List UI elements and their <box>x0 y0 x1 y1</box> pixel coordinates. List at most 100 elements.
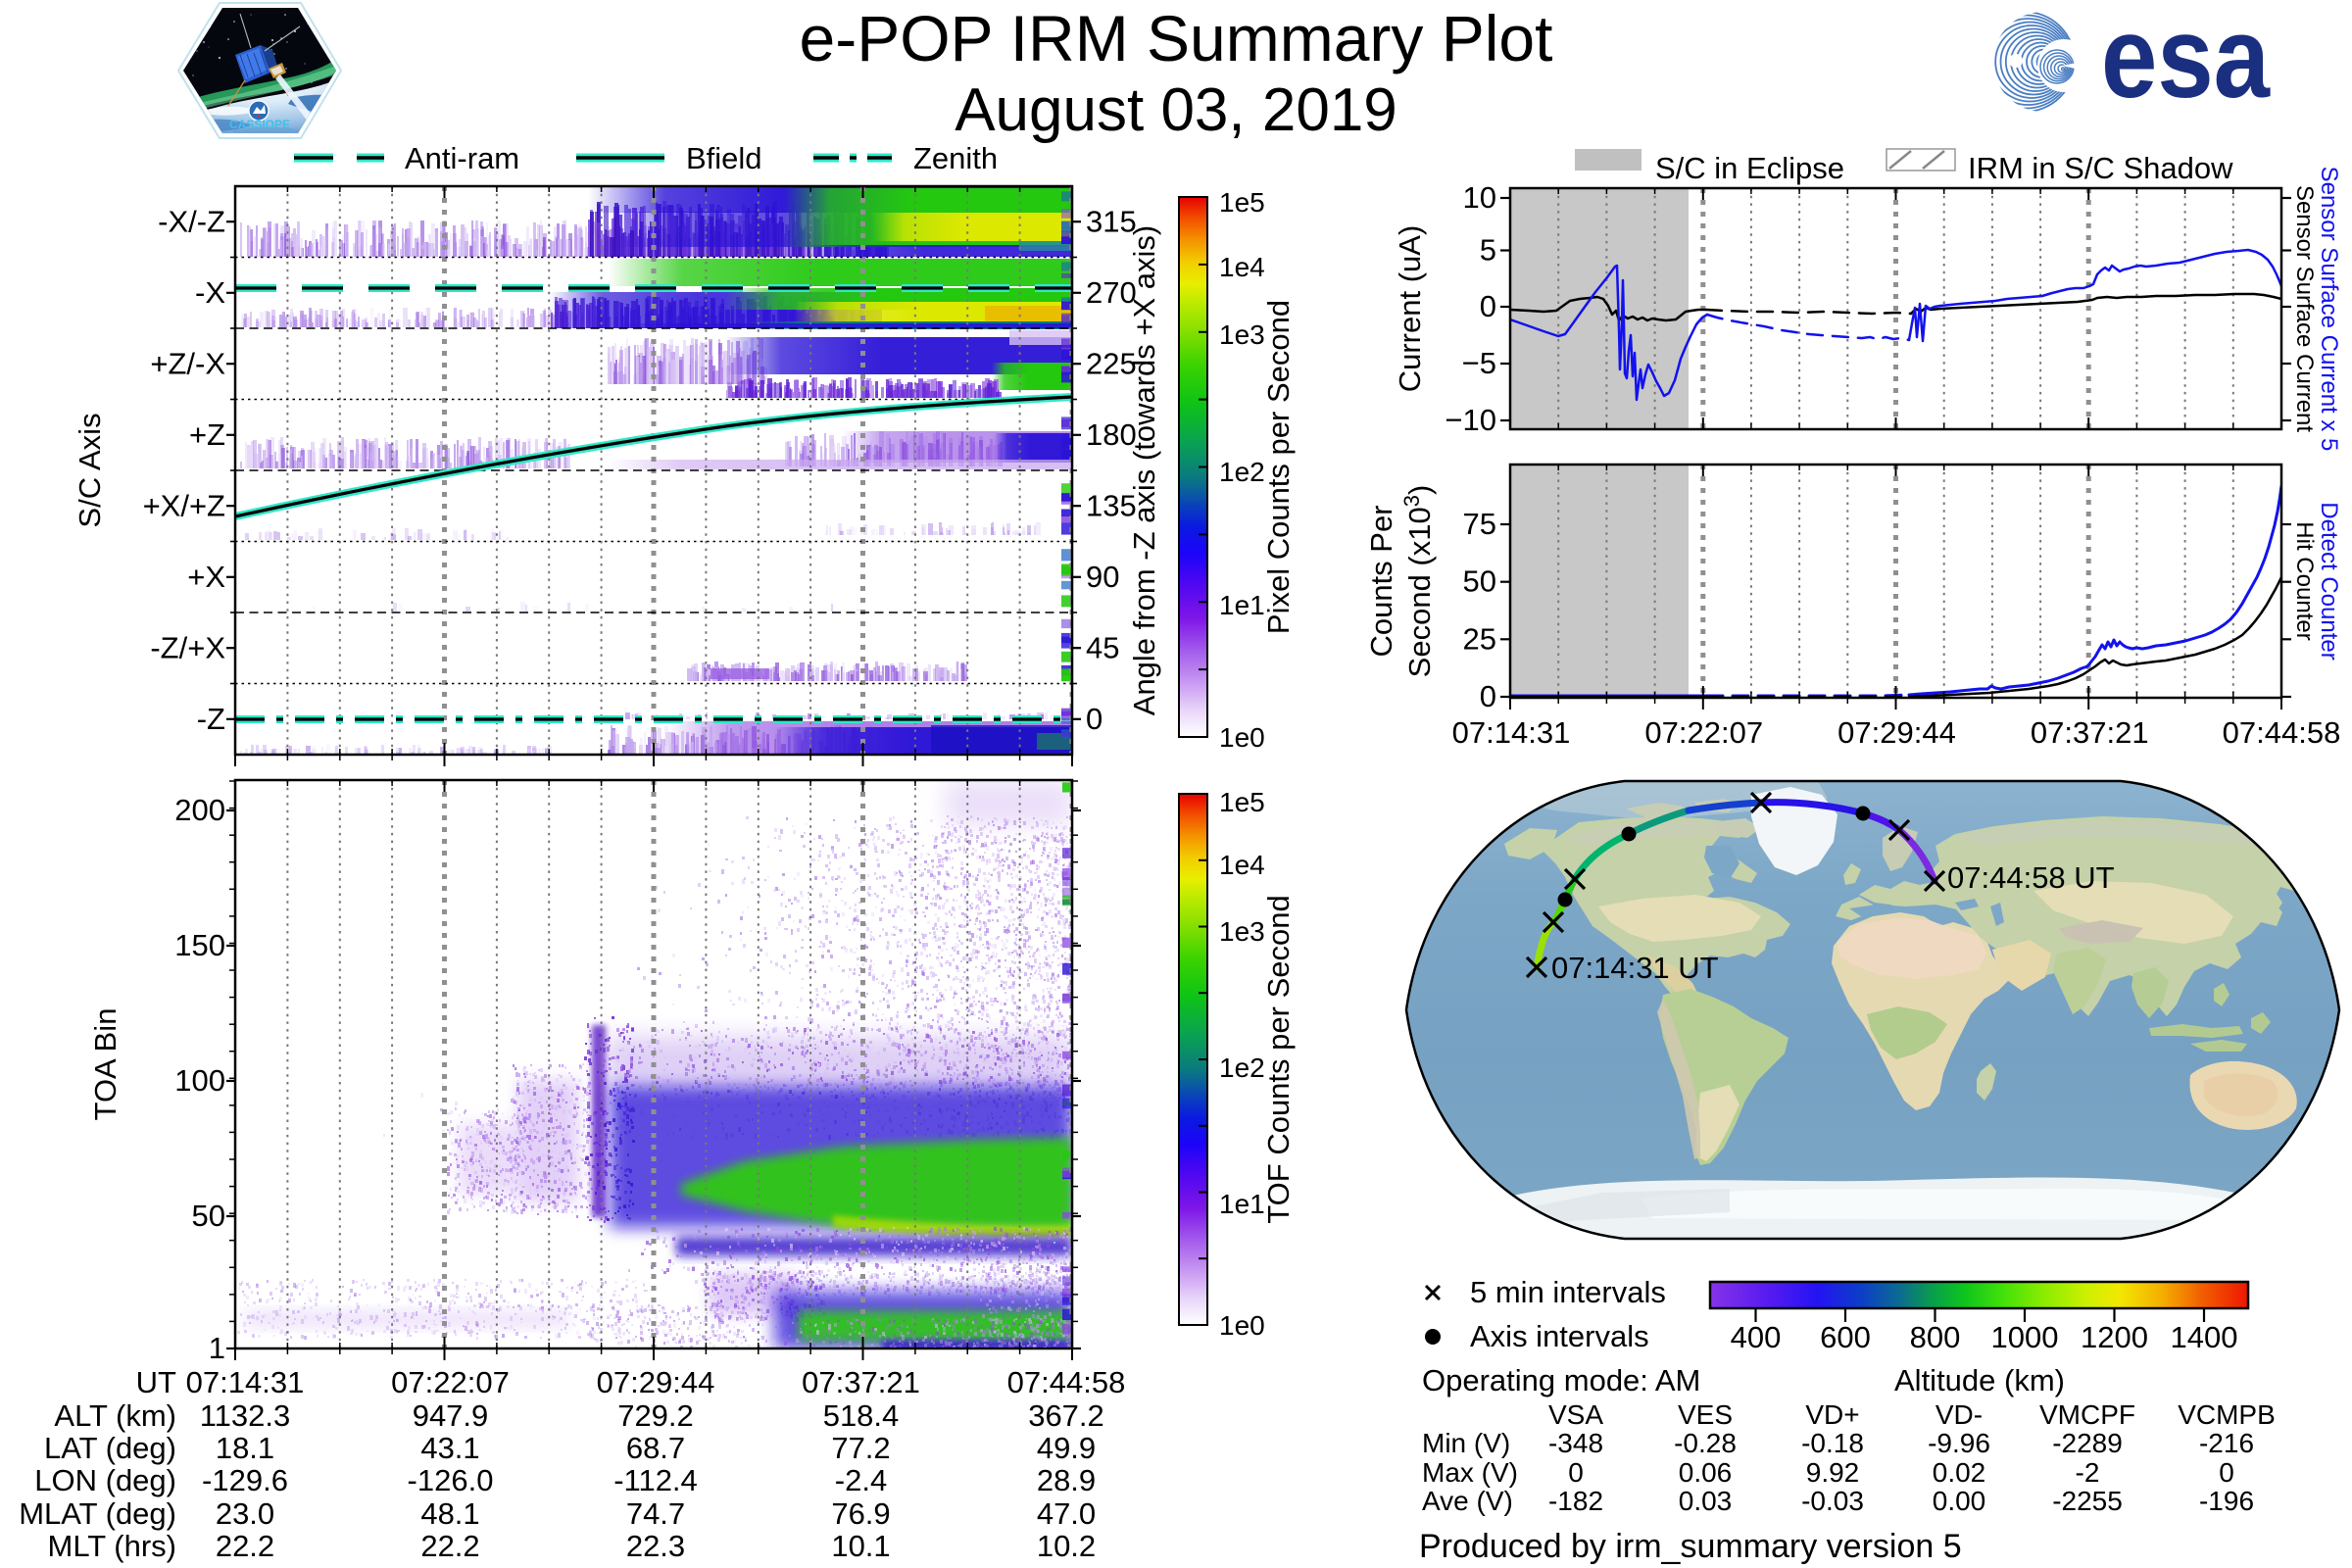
svg-text:1e1: 1e1 <box>1219 1189 1265 1219</box>
svg-text:1e0: 1e0 <box>1219 1310 1265 1341</box>
svg-text:135: 135 <box>1086 488 1137 522</box>
svg-text:315: 315 <box>1086 204 1137 238</box>
svg-text:0.06: 0.06 <box>1679 1457 1733 1488</box>
svg-text:22.2: 22.2 <box>216 1529 274 1563</box>
svg-text:77.2: 77.2 <box>831 1431 890 1465</box>
svg-text:5 min intervals: 5 min intervals <box>1470 1275 1666 1309</box>
svg-text:-0.03: -0.03 <box>1801 1486 1864 1516</box>
svg-text:50: 50 <box>1463 564 1496 599</box>
svg-text:esa: esa <box>2101 0 2271 122</box>
svg-text:07:29:44: 07:29:44 <box>1838 715 1956 750</box>
svg-text:1e1: 1e1 <box>1219 590 1265 620</box>
svg-text:Detect Counter: Detect Counter <box>2316 502 2342 660</box>
svg-text:1200: 1200 <box>2081 1320 2148 1354</box>
svg-text:VCMPB: VCMPB <box>2178 1399 2276 1430</box>
svg-text:−5: −5 <box>1462 346 1496 380</box>
svg-text:400: 400 <box>1731 1320 1782 1354</box>
svg-text:74.7: 74.7 <box>626 1496 685 1531</box>
svg-text:07:44:58: 07:44:58 <box>2223 715 2341 750</box>
svg-text:-2255: -2255 <box>2052 1486 2123 1516</box>
svg-text:07:29:44: 07:29:44 <box>597 1365 715 1399</box>
svg-text:07:14:31: 07:14:31 <box>186 1365 305 1399</box>
svg-text:-182: -182 <box>1548 1486 1603 1516</box>
svg-text:0: 0 <box>1480 289 1496 323</box>
svg-text:TOF Counts per Second: TOF Counts per Second <box>1261 895 1296 1223</box>
svg-text:0: 0 <box>1568 1457 1584 1488</box>
svg-text:07:37:21: 07:37:21 <box>2031 715 2149 750</box>
svg-text:150: 150 <box>174 928 225 962</box>
svg-text:5: 5 <box>1480 233 1496 268</box>
svg-text:VSA: VSA <box>1548 1399 1603 1430</box>
svg-text:0: 0 <box>1086 702 1102 736</box>
svg-text:e-POP IRM Summary Plot: e-POP IRM Summary Plot <box>800 2 1553 74</box>
svg-text:-0.28: -0.28 <box>1674 1428 1737 1458</box>
svg-text:1e5: 1e5 <box>1219 187 1265 218</box>
svg-text:-9.96: -9.96 <box>1928 1428 1990 1458</box>
svg-text:1e4: 1e4 <box>1219 252 1265 282</box>
svg-text:367.2: 367.2 <box>1028 1398 1104 1433</box>
svg-text:Hit Counter: Hit Counter <box>2291 521 2318 640</box>
svg-text:10.1: 10.1 <box>831 1529 890 1563</box>
svg-text:Bfield: Bfield <box>686 141 762 175</box>
svg-text:UT: UT <box>136 1365 176 1399</box>
svg-text:Sensor Surface Current x 5: Sensor Surface Current x 5 <box>2316 167 2342 452</box>
svg-text:28.9: 28.9 <box>1037 1463 1096 1497</box>
svg-text:600: 600 <box>1820 1320 1871 1354</box>
svg-text:0.03: 0.03 <box>1679 1486 1733 1516</box>
svg-text:-126.0: -126.0 <box>408 1463 494 1497</box>
svg-text:LON (deg): LON (deg) <box>34 1463 176 1497</box>
svg-text:48.1: 48.1 <box>420 1496 479 1531</box>
svg-text:1: 1 <box>209 1331 225 1365</box>
svg-text:VD-: VD- <box>1936 1399 1983 1430</box>
svg-text:07:14:31 UT: 07:14:31 UT <box>1551 951 1719 985</box>
svg-text:-216: -216 <box>2199 1428 2254 1458</box>
svg-text:-2289: -2289 <box>2052 1428 2123 1458</box>
svg-text:200: 200 <box>174 793 225 827</box>
svg-text:S/C Axis: S/C Axis <box>73 413 107 527</box>
svg-text:47.0: 47.0 <box>1037 1496 1096 1531</box>
svg-text:+Z: +Z <box>189 417 225 452</box>
svg-text:25: 25 <box>1463 621 1496 656</box>
svg-text:IRM in S/C Shadow: IRM in S/C Shadow <box>1968 151 2233 185</box>
svg-text:−10: −10 <box>1445 403 1496 437</box>
svg-text:1e3: 1e3 <box>1219 916 1265 947</box>
svg-text:Altitude (km): Altitude (km) <box>1894 1363 2065 1397</box>
svg-text:Min (V): Min (V) <box>1422 1428 1510 1458</box>
svg-text:1132.3: 1132.3 <box>200 1398 291 1433</box>
svg-text:MLAT (deg): MLAT (deg) <box>19 1496 176 1531</box>
svg-text:Pixel Counts per Second: Pixel Counts per Second <box>1261 300 1296 634</box>
svg-text:August 03, 2019: August 03, 2019 <box>955 76 1397 144</box>
svg-text:Second (x103): Second (x103) <box>1399 485 1437 678</box>
svg-text:07:14:31: 07:14:31 <box>1452 715 1571 750</box>
svg-text:1000: 1000 <box>1991 1320 2059 1354</box>
svg-text:49.9: 49.9 <box>1037 1431 1096 1465</box>
svg-text:TOA Bin: TOA Bin <box>88 1008 122 1121</box>
svg-text:43.1: 43.1 <box>420 1431 479 1465</box>
svg-text:07:22:07: 07:22:07 <box>1644 715 1763 750</box>
svg-text:Anti-ram: Anti-ram <box>405 141 519 175</box>
svg-text:0: 0 <box>2219 1457 2234 1488</box>
svg-text:-X/-Z: -X/-Z <box>158 204 225 238</box>
svg-text:-2: -2 <box>2076 1457 2100 1488</box>
svg-text:1e3: 1e3 <box>1219 319 1265 350</box>
svg-text:18.1: 18.1 <box>216 1431 274 1465</box>
svg-text:Sensor Surface Current: Sensor Surface Current <box>2291 185 2318 432</box>
svg-text:9.92: 9.92 <box>1806 1457 1860 1488</box>
svg-text:-348: -348 <box>1548 1428 1603 1458</box>
svg-text:1e0: 1e0 <box>1219 722 1265 753</box>
svg-text:23.0: 23.0 <box>216 1496 274 1531</box>
svg-text:729.2: 729.2 <box>617 1398 694 1433</box>
svg-text:-2.4: -2.4 <box>835 1463 887 1497</box>
svg-text:-0.18: -0.18 <box>1801 1428 1864 1458</box>
svg-text:0.00: 0.00 <box>1933 1486 1986 1516</box>
svg-text:07:22:07: 07:22:07 <box>391 1365 510 1399</box>
svg-text:225: 225 <box>1086 346 1137 380</box>
svg-text:270: 270 <box>1086 275 1137 310</box>
svg-text:76.9: 76.9 <box>831 1496 890 1531</box>
svg-text:10.2: 10.2 <box>1037 1529 1096 1563</box>
svg-text:0: 0 <box>1480 679 1496 713</box>
svg-text:Produced by irm_summary versio: Produced by irm_summary version 5 <box>1419 1528 1962 1565</box>
svg-text:+Z/-X: +Z/-X <box>150 346 225 380</box>
svg-text:CASSIOPE: CASSIOPE <box>229 118 290 131</box>
svg-text:+X/+Z: +X/+Z <box>143 488 225 522</box>
